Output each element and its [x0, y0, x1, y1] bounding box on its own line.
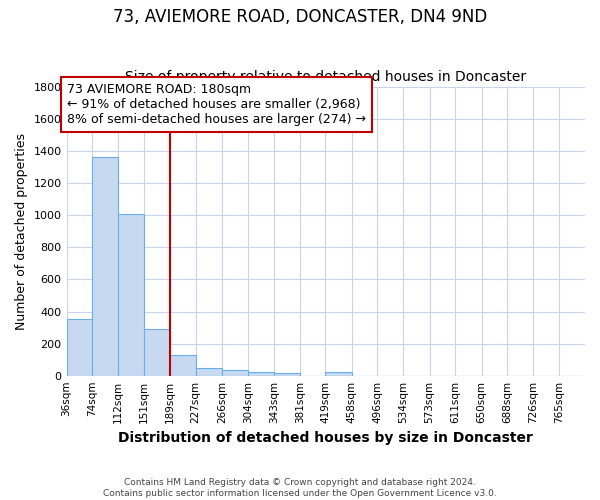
Title: Size of property relative to detached houses in Doncaster: Size of property relative to detached ho… [125, 70, 526, 85]
X-axis label: Distribution of detached houses by size in Doncaster: Distribution of detached houses by size … [118, 431, 533, 445]
Text: Contains HM Land Registry data © Crown copyright and database right 2024.
Contai: Contains HM Land Registry data © Crown c… [103, 478, 497, 498]
Bar [196, 368, 222, 376]
Bar [92, 157, 118, 376]
Bar [222, 370, 248, 376]
Bar [274, 374, 300, 376]
Bar [118, 214, 144, 376]
Bar [248, 372, 274, 376]
Bar [67, 319, 92, 376]
Bar [170, 355, 196, 376]
Bar [144, 329, 170, 376]
Text: 73, AVIEMORE ROAD, DONCASTER, DN4 9ND: 73, AVIEMORE ROAD, DONCASTER, DN4 9ND [113, 8, 487, 26]
Text: 73 AVIEMORE ROAD: 180sqm
← 91% of detached houses are smaller (2,968)
8% of semi: 73 AVIEMORE ROAD: 180sqm ← 91% of detach… [67, 83, 366, 126]
Y-axis label: Number of detached properties: Number of detached properties [15, 133, 28, 330]
Bar [325, 372, 352, 376]
